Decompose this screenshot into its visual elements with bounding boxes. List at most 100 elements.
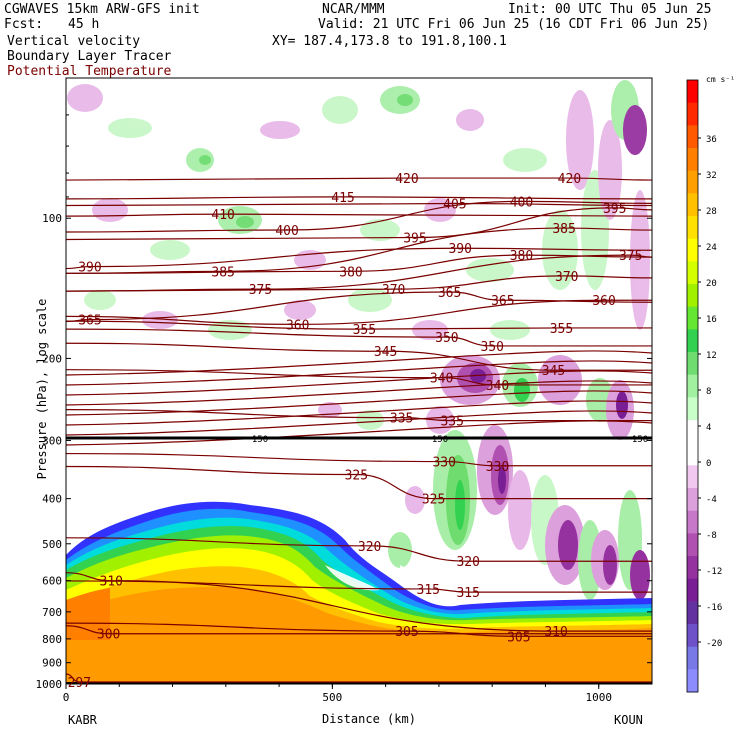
colorbar-swatch bbox=[687, 102, 698, 126]
isentrope-label: 375 bbox=[619, 249, 642, 264]
colorbar-swatch bbox=[687, 261, 698, 285]
colorbar-swatch bbox=[687, 601, 698, 625]
isentrope-label: 335 bbox=[440, 415, 463, 430]
tropopause-label: 150 bbox=[252, 435, 268, 445]
isentrope-label: 370 bbox=[555, 270, 578, 285]
cross-section-coordinates: XY= 187.4,173.8 to 191.8,100.1 bbox=[272, 34, 507, 49]
field-boundary-layer-tracer: Boundary Layer Tracer bbox=[7, 49, 172, 64]
stratospheric-wave-patches bbox=[318, 355, 634, 440]
isentrope-label: 395 bbox=[403, 231, 426, 246]
y-tick-label: 100 bbox=[42, 212, 62, 225]
isentrope-label: 345 bbox=[542, 364, 565, 379]
isentrope-330 bbox=[66, 452, 652, 467]
colorbar-swatch bbox=[687, 533, 698, 557]
y-tick-label: 200 bbox=[42, 352, 62, 365]
colorbar-swatch bbox=[687, 465, 698, 489]
isentrope-410 bbox=[66, 213, 652, 217]
isentrope-label: 340 bbox=[486, 379, 509, 394]
isentrope-label: 350 bbox=[435, 331, 458, 346]
colorbar-swatch bbox=[687, 238, 698, 262]
isentrope-420 bbox=[66, 177, 652, 181]
isentrope-dense bbox=[66, 410, 652, 436]
colorbar-swatch bbox=[687, 397, 698, 421]
isentrope-dense bbox=[66, 370, 652, 396]
isentrope-label: 310 bbox=[544, 625, 567, 640]
right-endpoint-label: KOUN bbox=[614, 713, 643, 727]
colorbar-swatch bbox=[687, 624, 698, 648]
isentrope-label: 365 bbox=[491, 294, 514, 309]
x-tick-label: 0 bbox=[63, 691, 70, 704]
colorbar-swatch bbox=[687, 669, 698, 693]
isentrope-label: 400 bbox=[275, 224, 298, 239]
isentrope-335 bbox=[66, 409, 652, 422]
isentrope-label: 375 bbox=[249, 283, 272, 298]
isentrope-label: 315 bbox=[417, 583, 440, 598]
isentrope-label: 320 bbox=[456, 555, 479, 570]
y-tick-label: 700 bbox=[42, 606, 62, 619]
isentrope-dense bbox=[66, 380, 652, 406]
colorbar-label: -4 bbox=[706, 495, 717, 505]
colorbar-label: -16 bbox=[706, 603, 722, 613]
colorbar-unit: cm s⁻¹ bbox=[706, 75, 735, 84]
isentrope-label: 365 bbox=[438, 286, 461, 301]
colorbar-label: 28 bbox=[706, 207, 717, 217]
isentrope-label: 315 bbox=[456, 586, 479, 601]
y-tick-label: 500 bbox=[42, 538, 62, 551]
tropospheric-updrafts bbox=[388, 425, 650, 600]
colorbar-swatch bbox=[687, 556, 698, 580]
isentrope-label: 330 bbox=[486, 460, 509, 475]
colorbar-label: -12 bbox=[706, 567, 722, 577]
colorbar: 36 32 28 24 20 16 12 8 4 0 -4 -8 -12 -16 -20 bbox=[686, 79, 722, 693]
colorbar-swatch bbox=[687, 170, 698, 194]
isentrope-375 bbox=[66, 254, 652, 292]
colorbar-label: 4 bbox=[706, 423, 711, 433]
isentrope-label: 335 bbox=[390, 412, 413, 427]
x-tick-label: 1000 bbox=[585, 691, 612, 704]
colorbar-swatch bbox=[687, 80, 698, 104]
x-tick-label: 500 bbox=[322, 691, 342, 704]
isentrope-310 bbox=[66, 572, 652, 632]
isentrope-label: 360 bbox=[592, 294, 615, 309]
y-axis-label: Pressure (hPa), log scale bbox=[35, 298, 49, 480]
isentrope-label: 400 bbox=[510, 195, 533, 210]
isentrope-dense bbox=[66, 350, 652, 376]
upper-wave-patches bbox=[67, 80, 650, 340]
isentrope-label: 330 bbox=[432, 456, 455, 471]
isentrope-label: 360 bbox=[286, 318, 309, 333]
isentrope-label: 410 bbox=[211, 208, 234, 223]
x-axis: 0 500 1000 bbox=[63, 684, 612, 704]
plot-frame bbox=[65, 77, 653, 685]
isentrope-label: 300 bbox=[97, 628, 120, 643]
colorbar-label: 20 bbox=[706, 279, 717, 289]
y-tick-label: 600 bbox=[42, 575, 62, 588]
isentrope-dense bbox=[66, 400, 652, 426]
colorbar-swatch bbox=[687, 193, 698, 217]
init-time: Init: 00 UTC Thu 05 Jun 25 bbox=[508, 2, 712, 17]
isentrope-label: 310 bbox=[100, 575, 123, 590]
colorbar-swatch bbox=[687, 125, 698, 149]
isentrope-label: 370 bbox=[382, 283, 405, 298]
isentrope-label: 420 bbox=[558, 172, 581, 187]
y-tick-label: 900 bbox=[42, 657, 62, 670]
isentrope-label: 420 bbox=[395, 172, 418, 187]
isentrope-label: 390 bbox=[448, 242, 471, 257]
colorbar-label: 32 bbox=[706, 171, 717, 181]
boundary-layer-tracer bbox=[66, 501, 652, 684]
colorbar-swatch bbox=[687, 510, 698, 534]
isentrope-365 bbox=[66, 291, 652, 323]
isentrope-390 bbox=[66, 247, 652, 270]
isentrope-label: 395 bbox=[603, 202, 626, 217]
colorbar-swatch bbox=[687, 284, 698, 308]
isentrope-label: 365 bbox=[78, 314, 101, 329]
isentrope-340 bbox=[66, 369, 652, 386]
isentrope-label: 385 bbox=[211, 265, 234, 280]
isentrope-label: 380 bbox=[339, 265, 362, 280]
colorbar-label: 12 bbox=[706, 351, 717, 361]
model-title: CGWAVES 15km ARW-GFS init bbox=[4, 2, 200, 17]
y-tick-label: 800 bbox=[42, 633, 62, 646]
valid-time: Valid: 21 UTC Fri 06 Jun 25 (16 CDT Fri … bbox=[318, 17, 710, 32]
isentrope-label: 355 bbox=[550, 322, 573, 337]
isentrope-395 bbox=[66, 207, 652, 241]
y-axis: 100 200 300 400 500 600 700 800 900 1000 bbox=[36, 114, 652, 691]
